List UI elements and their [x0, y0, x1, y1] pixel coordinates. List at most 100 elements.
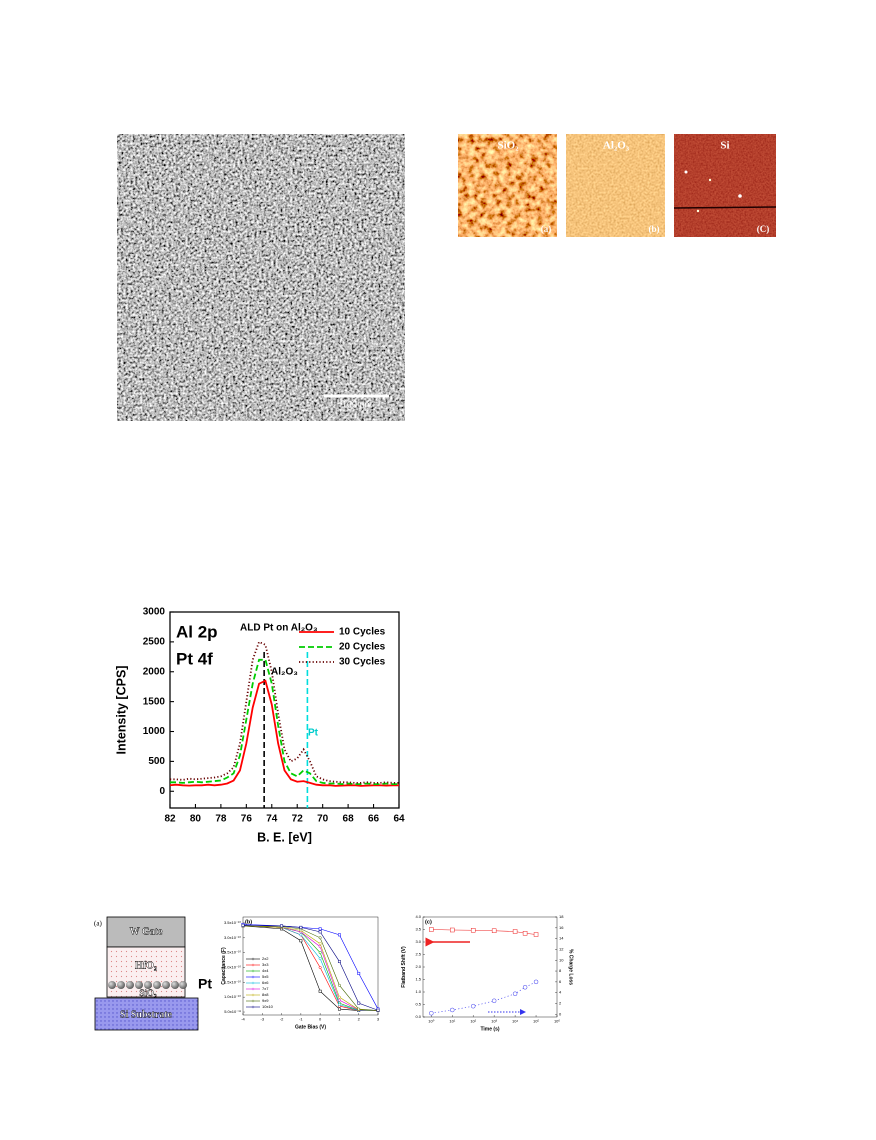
y-tick-label: 1000: [143, 726, 166, 737]
afm-speck: [708, 178, 712, 182]
legend-label: 10 Cycles: [339, 627, 386, 638]
device-diagram: (a) W Gate HfO₂ Pt SiO₂ Si Substrate: [94, 916, 212, 1031]
series-line: [170, 658, 399, 786]
x-tick-label: 0: [319, 1016, 322, 1021]
panel-label: (b): [649, 224, 660, 234]
annotation: Al 2p: [176, 622, 218, 641]
data-point: [337, 1003, 341, 1007]
x-tick-label: 1: [338, 1016, 341, 1021]
y2-tick-label: 0: [559, 1011, 562, 1016]
y2-tick-label: 14: [559, 936, 564, 941]
data-point: [491, 928, 497, 933]
y2-tick-label: 2: [559, 1001, 562, 1006]
afm-defect: [673, 206, 777, 209]
panel-label: (c): [425, 919, 432, 925]
y-tick-label: 0.5: [415, 1002, 421, 1007]
y2-tick-label: 6: [559, 979, 562, 984]
x-tick-label: -1: [299, 1016, 303, 1021]
legend-label: 20 Cycles: [339, 642, 386, 653]
y-tick-label: 2.0: [415, 964, 421, 969]
pt-particle: [117, 981, 125, 989]
y-tick-label: 2000: [143, 666, 166, 677]
annotation: Pt 4f: [176, 649, 213, 668]
chart: 10⁰ 10¹ 10² 10³ 10⁴ 10⁵ 10⁶ 0.0 0.5 1.0 1.5 2.0 2.5 3…: [401, 914, 574, 1032]
x-tick-label: 2: [358, 1016, 361, 1021]
y-tick-label: 4.0: [415, 914, 421, 919]
y2-tick-label: 8: [559, 968, 562, 973]
y-tick-label: 3000: [143, 607, 166, 618]
data-point: [299, 933, 303, 937]
y2-tick-label: 18: [559, 914, 564, 919]
x-tick-label: 74: [266, 814, 278, 825]
x-tick-label: 66: [368, 814, 380, 825]
y-tick-label: 2.0x10⁻¹⁰: [224, 965, 241, 970]
legend-marker: [251, 957, 255, 961]
x-tick-label: 10⁵: [533, 1018, 539, 1023]
x-tick-label: 10¹: [449, 1018, 455, 1023]
series-line: [169, 679, 399, 787]
legend-marker: [251, 999, 255, 1003]
legend-marker: [251, 963, 255, 967]
x-tick-label: -2: [280, 1016, 284, 1021]
panel-label: (C): [757, 224, 770, 234]
annotation: Pt: [308, 728, 319, 739]
y-tick-label: 2500: [143, 637, 166, 648]
legend-label: 6x6: [262, 980, 269, 985]
series-line: [431, 981, 537, 1014]
chart: -4 -3 -2 -1 0 1 2 3 5.0x10⁻¹¹ 1.0x10⁻¹⁰ 1.5x10⁻¹⁰ 2…: [221, 916, 380, 1030]
x-tick-label: 82: [164, 814, 176, 825]
x-axis-label: Gate Bias (V): [295, 1024, 326, 1030]
data-point: [318, 951, 322, 955]
series-line: [170, 640, 399, 784]
data-point: [357, 971, 361, 975]
pt-particle: [153, 981, 161, 989]
legend-label: 30 Cycles: [339, 657, 386, 668]
data-point: [318, 930, 322, 934]
legend-label: 10x10: [262, 1004, 274, 1009]
afm-image: [674, 134, 776, 237]
data-point: [337, 983, 341, 987]
plot-frame: [169, 611, 400, 809]
legend-marker: [251, 1005, 255, 1009]
layer-label: HfO₂: [135, 960, 157, 971]
scale-bar-label: 100 nm: [342, 399, 372, 409]
plot-frame: [242, 916, 379, 1016]
pt-particle: [171, 981, 179, 989]
afm-speck: [684, 170, 688, 174]
y-tick-label: 0: [159, 786, 165, 797]
x-tick-label: -3: [261, 1016, 265, 1021]
data-point: [337, 995, 341, 999]
legend-label: 2x2: [262, 956, 269, 961]
data-point: [470, 1003, 476, 1009]
y2-tick-label: 12: [559, 946, 564, 951]
panel-label: (a): [94, 920, 102, 928]
data-point: [533, 979, 539, 985]
data-point: [491, 998, 497, 1004]
data-point: [522, 985, 528, 990]
data-point: [357, 1001, 361, 1005]
legend-label: 4x4: [262, 968, 269, 973]
x-tick-label: 78: [215, 814, 227, 825]
data-point: [337, 933, 341, 937]
y2-tick-label: 16: [559, 925, 564, 930]
x-axis-label: B. E. [eV]: [257, 830, 312, 844]
data-point: [533, 932, 539, 937]
legend-marker: [251, 969, 255, 973]
data-point: [280, 924, 284, 928]
x-tick-label: 10⁴: [512, 1018, 518, 1023]
y-tick-label: 1.0: [415, 989, 421, 994]
data-point: [337, 1007, 341, 1011]
pt-nanoparticles: [108, 981, 187, 989]
y-tick-label: 1.5: [415, 977, 421, 982]
afm-speck: [738, 194, 742, 198]
afm-label: Al₂O₃: [603, 140, 630, 152]
layer-label: W Gate: [130, 926, 163, 937]
charts: 82 80 78 76 74 72 70 68 66 6405001000150020002500…: [114, 607, 573, 1033]
afm-image: [458, 134, 557, 237]
pt-particle: [135, 981, 143, 989]
y-axis-label: Flatband Shift (V): [401, 946, 407, 988]
afm-images: SiO₂ (a) Al₂O₃ (b) Si (C): [458, 134, 777, 237]
y-tick-label: 1.0x10⁻¹⁰: [224, 994, 241, 999]
w-gate-layer: [106, 916, 186, 948]
data-point: [299, 939, 303, 943]
